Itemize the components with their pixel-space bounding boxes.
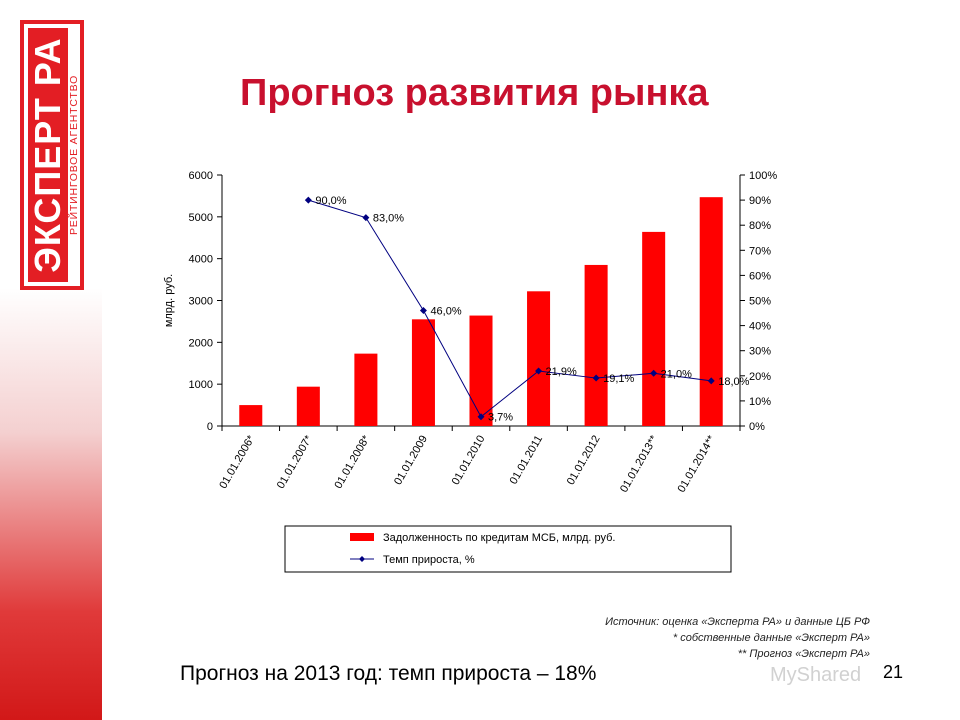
category-label: 01.01.2012 <box>565 434 603 488</box>
forecast-text: Прогноз на 2013 год: темп прироста – 18% <box>180 662 597 685</box>
debt-bar <box>642 231 666 426</box>
debt-bar <box>296 386 320 426</box>
logo-main-block: ЭКСПЕРТ РА <box>27 28 68 282</box>
source-line-2: * собственные данные «Эксперт РА» <box>672 632 870 644</box>
debt-bar <box>469 315 493 426</box>
right-tick-label: 100% <box>749 170 777 182</box>
growth-data-label: 83,0% <box>373 213 404 225</box>
category-label: 01.01.2006* <box>217 433 257 491</box>
legend-bar-swatch <box>350 533 374 541</box>
page-number: 21 <box>883 662 904 682</box>
growth-point <box>707 377 715 385</box>
growth-data-label: 3,7% <box>488 412 513 424</box>
expert-ra-logo: ЭКСПЕРТ РА РЕЙТИНГОВОЕ АГЕНТСТВО <box>20 20 84 290</box>
legend-bar-label: Задолженность по кредитам МСБ, млрд. руб… <box>383 532 615 544</box>
growth-point <box>592 374 600 382</box>
category-label: 01.01.2009 <box>392 434 430 488</box>
category-label: 01.01.2013** <box>618 433 661 495</box>
right-tick-label: 50% <box>749 296 771 308</box>
left-tick-label: 4000 <box>189 254 213 266</box>
right-tick-label: 0% <box>749 421 765 433</box>
right-tick-label: 40% <box>749 321 771 333</box>
category-label: 01.01.2014** <box>676 433 719 495</box>
growth-data-label: 18,0% <box>718 376 749 388</box>
right-tick-label: 60% <box>749 270 771 282</box>
source-note: Источник: оценка «Эксперта РА» и данные … <box>450 614 870 662</box>
right-tick-label: 70% <box>749 245 771 257</box>
right-tick-label: 10% <box>749 396 771 408</box>
growth-data-label: 19,1% <box>603 373 634 385</box>
legend-line-label: Темп прироста, % <box>383 554 475 566</box>
right-tick-label: 20% <box>749 371 771 383</box>
debt-bar <box>584 264 608 426</box>
right-tick-label: 80% <box>749 220 771 232</box>
page-title: Прогноз развития рынка <box>240 72 709 114</box>
source-line-3: ** Прогноз «Эксперт РА» <box>737 648 870 660</box>
growth-point <box>419 307 427 315</box>
debt-bar <box>411 319 435 426</box>
category-label: 01.01.2008* <box>332 433 372 491</box>
right-tick-label: 90% <box>749 195 771 207</box>
left-tick-label: 0 <box>207 421 213 433</box>
left-tick-label: 5000 <box>189 212 213 224</box>
growth-point <box>535 367 543 375</box>
growth-point <box>650 369 658 377</box>
y-axis-title: млрд. руб. <box>163 274 175 327</box>
left-tick-label: 6000 <box>189 170 213 182</box>
debt-bar <box>527 291 551 426</box>
growth-data-label: 21,9% <box>546 366 577 378</box>
growth-data-label: 46,0% <box>430 306 461 318</box>
debt-bar <box>354 353 378 426</box>
debt-bar <box>239 405 263 426</box>
right-tick-label: 30% <box>749 346 771 358</box>
growth-data-label: 21,0% <box>661 368 692 380</box>
watermark: MyShared <box>770 664 862 686</box>
source-line-1: Источник: оценка «Эксперта РА» и данные … <box>605 616 870 628</box>
growth-point <box>304 196 312 204</box>
growth-line <box>308 199 712 418</box>
category-label: 01.01.2011 <box>508 434 546 487</box>
category-label: 01.01.2007* <box>275 433 315 491</box>
left-tick-label: 3000 <box>189 296 213 308</box>
left-tick-label: 1000 <box>189 379 213 391</box>
left-tick-label: 2000 <box>189 337 213 349</box>
growth-point <box>362 214 370 222</box>
growth-data-label: 90,0% <box>315 195 346 207</box>
category-label: 01.01.2010 <box>450 434 488 488</box>
logo-frame: ЭКСПЕРТ РА РЕЙТИНГОВОЕ АГЕНТСТВО <box>24 24 80 286</box>
growth-point <box>477 413 485 421</box>
debt-bar <box>699 197 723 426</box>
legend-line-marker <box>359 556 365 562</box>
